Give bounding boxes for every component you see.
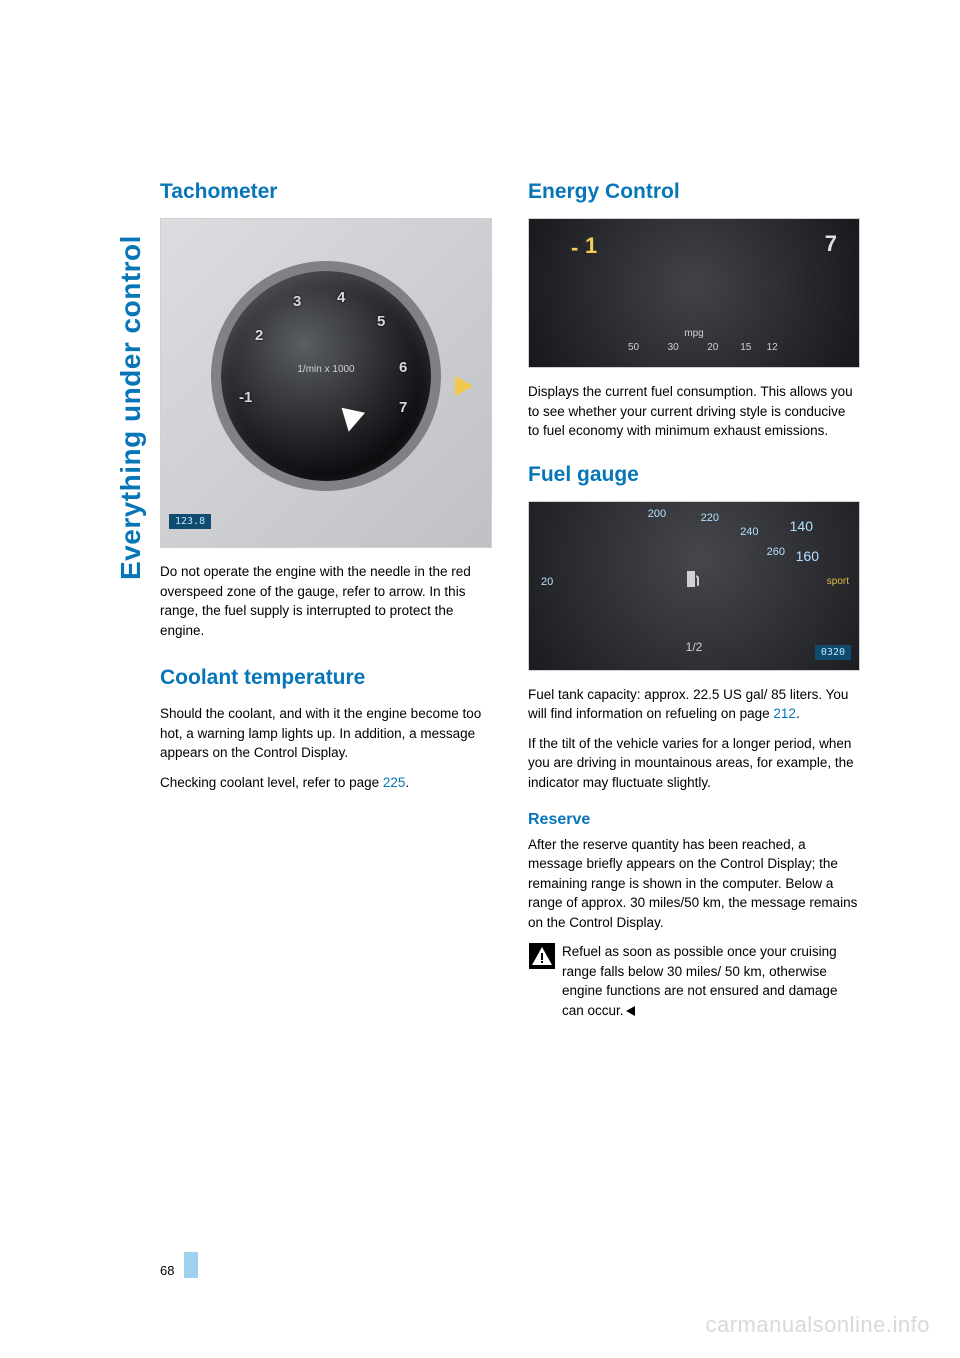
ec-tick: 20 xyxy=(707,342,718,353)
page-link-225[interactable]: 225 xyxy=(383,775,406,790)
fuel-ref-pre: Fuel tank capacity: approx. 22.5 US gal/… xyxy=(528,687,848,722)
watermark: carmanualsonline.info xyxy=(705,1312,930,1338)
page-number: 68 xyxy=(160,1263,174,1278)
energy-body: Displays the current fuel consumption. T… xyxy=(528,382,860,441)
reserve-heading: Reserve xyxy=(528,811,860,829)
energy-heading: Energy Control xyxy=(528,180,860,204)
warning-paragraph: Refuel as soon as possible once your cru… xyxy=(528,942,860,1020)
warning-text-content: Refuel as soon as possible once your cru… xyxy=(562,944,837,1018)
fuel-pump-icon xyxy=(685,569,703,594)
right-column: Energy Control - 1 7 mpg 50 30 20 15 12 … xyxy=(528,180,860,1021)
white-arrow-icon xyxy=(337,408,365,435)
fg-speed: 20 xyxy=(541,576,553,588)
ec-tick: 15 xyxy=(740,342,751,353)
ec-tick: 50 xyxy=(628,342,639,353)
coolant-ref-post: . xyxy=(405,775,409,790)
ec-scale-label: mpg xyxy=(684,328,703,339)
fuel-figure: 20 200 220 240 260 140 160 1/2 sport 032… xyxy=(528,501,860,671)
fuel-sport-label: sport xyxy=(827,576,849,587)
odometer-lcd: 123.8 xyxy=(169,514,211,529)
content-columns: Tachometer 1/min x 1000 -1 2 3 4 5 6 7 1… xyxy=(160,180,860,1021)
page-number-bar xyxy=(184,1252,198,1278)
ec-minus: - xyxy=(571,235,578,261)
reserve-body: After the reserve quantity has been reac… xyxy=(528,835,860,933)
tach-num: 6 xyxy=(399,359,407,376)
tach-num: 7 xyxy=(399,399,407,416)
tach-num: 5 xyxy=(377,313,385,330)
coolant-body-1: Should the coolant, and with it the engi… xyxy=(160,704,492,763)
coolant-heading: Coolant temperature xyxy=(160,666,492,690)
fuel-body-2: If the tilt of the vehicle varies for a … xyxy=(528,734,860,793)
tachometer-heading: Tachometer xyxy=(160,180,492,204)
fuel-lcd: 0320 xyxy=(815,645,851,660)
tachometer-body: Do not operate the engine with the needl… xyxy=(160,562,492,640)
ec-left-num: 1 xyxy=(585,233,597,259)
page-number-block: 68 xyxy=(160,1252,198,1278)
fuel-heading: Fuel gauge xyxy=(528,463,860,487)
tachometer-dial-label: 1/min x 1000 xyxy=(297,364,354,375)
fg-speed: 200 xyxy=(648,508,666,520)
ec-tick: 30 xyxy=(668,342,679,353)
fuel-body-1: Fuel tank capacity: approx. 22.5 US gal/… xyxy=(528,685,860,724)
fg-speed: 240 xyxy=(740,526,758,538)
page: Everything under control Tachometer 1/mi… xyxy=(0,0,960,1358)
tach-num: 2 xyxy=(255,327,263,344)
page-link-212[interactable]: 212 xyxy=(773,706,796,721)
coolant-body-2: Checking coolant level, refer to page 22… xyxy=(160,773,492,793)
fg-speed: 160 xyxy=(796,548,819,564)
fuel-ref-post: . xyxy=(796,706,800,721)
tach-num: 3 xyxy=(293,293,301,310)
fuel-half-label: 1/2 xyxy=(686,640,703,654)
side-chapter-title: Everything under control xyxy=(115,235,147,580)
warning-icon xyxy=(528,942,556,976)
tach-num: 4 xyxy=(337,289,345,306)
yellow-arrow-icon xyxy=(455,376,473,396)
fg-speed: 260 xyxy=(767,546,785,558)
energy-figure: - 1 7 mpg 50 30 20 15 12 xyxy=(528,218,860,368)
fg-speed: 140 xyxy=(790,518,813,534)
end-arrow-icon xyxy=(626,1006,635,1016)
tach-num: -1 xyxy=(239,389,252,406)
fg-speed: 220 xyxy=(701,512,719,524)
ec-tick: 12 xyxy=(767,342,778,353)
left-column: Tachometer 1/min x 1000 -1 2 3 4 5 6 7 1… xyxy=(160,180,492,1021)
warning-text: Refuel as soon as possible once your cru… xyxy=(562,942,860,1020)
tachometer-figure: 1/min x 1000 -1 2 3 4 5 6 7 123.8 xyxy=(160,218,492,548)
ec-right-num: 7 xyxy=(825,231,837,257)
coolant-ref-pre: Checking coolant level, refer to page xyxy=(160,775,383,790)
